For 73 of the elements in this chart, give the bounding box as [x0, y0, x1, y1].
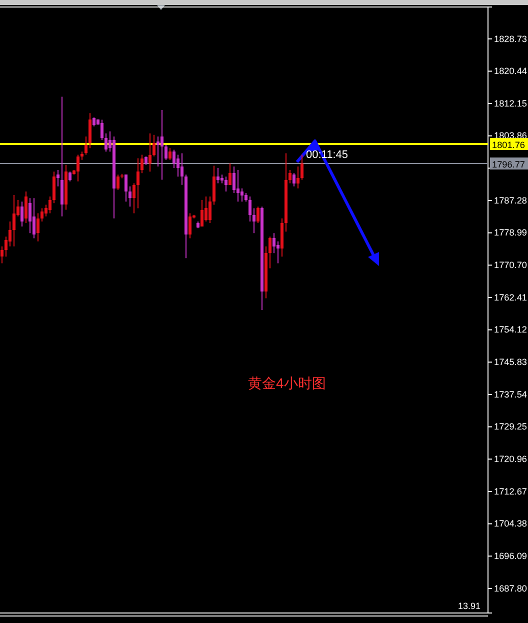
y-tick-label: 1812.15	[494, 98, 527, 108]
candlestick	[116, 174, 120, 190]
candlestick	[208, 196, 212, 224]
candlestick	[168, 148, 172, 160]
candlestick	[232, 166, 236, 194]
y-tick-label: 1787.28	[494, 195, 527, 206]
candlestick	[160, 109, 164, 180]
y-tick-label: 1762.41	[494, 292, 527, 302]
y-tick-label: 1820.44	[494, 66, 527, 76]
candlestick	[136, 158, 140, 209]
candlestick	[140, 154, 144, 174]
candlestick	[300, 154, 304, 180]
candlestick	[152, 134, 156, 157]
candlestick	[248, 196, 252, 222]
candlestick	[224, 176, 228, 192]
candlestick	[12, 194, 16, 247]
candlestick	[104, 132, 108, 152]
candlestick	[276, 240, 280, 264]
candlestick	[132, 182, 136, 214]
candlestick	[164, 144, 168, 160]
candlestick	[68, 171, 72, 182]
y-tick-label: 1729.25	[494, 422, 527, 432]
candlestick	[76, 154, 80, 182]
candlestick	[288, 170, 292, 184]
candlestick	[40, 208, 44, 222]
candlestick	[20, 201, 24, 228]
candlestick	[228, 162, 232, 186]
y-tick-label: 1754.12	[494, 324, 527, 335]
candlestick	[272, 232, 276, 254]
candlestick	[296, 166, 300, 189]
candlestick	[28, 198, 32, 234]
candlestick	[8, 220, 12, 247]
candlestick	[236, 170, 240, 202]
y-tick-label: 1696.09	[494, 550, 527, 561]
y-tick-label: 1712.67	[494, 486, 527, 496]
candlestick	[240, 188, 244, 202]
y-tick-label: 1720.96	[494, 454, 527, 464]
y-tick-label: 1704.38	[494, 518, 527, 529]
y-tick-label: 1745.83	[494, 357, 527, 368]
y-tick-label: 1778.99	[494, 228, 527, 238]
candlestick	[292, 172, 296, 187]
candlestick	[48, 196, 52, 214]
y-tick-label: 1770.70	[494, 260, 527, 270]
candlestick	[100, 119, 104, 140]
annotation: 13.91	[458, 601, 481, 611]
candlestick	[52, 171, 56, 204]
candlestick	[252, 208, 256, 234]
candlestick	[200, 200, 204, 228]
candlestick	[188, 212, 192, 239]
candlestick	[88, 112, 92, 149]
ref-line-label: 1796.77	[492, 159, 525, 170]
candlestick	[32, 198, 36, 239]
candlestick	[0, 246, 4, 264]
candlestick	[36, 212, 40, 242]
candlestick	[156, 136, 160, 167]
ref-line-label: 1801.76	[492, 140, 525, 150]
candlestick	[180, 152, 184, 186]
annotation: 黄金4小时图	[248, 375, 326, 391]
candlestick	[256, 206, 260, 224]
candlestick	[216, 168, 220, 184]
candlestick	[84, 136, 88, 156]
y-tick-label: 1828.73	[494, 34, 527, 44]
candlestick	[172, 149, 176, 169]
candlestick	[24, 190, 28, 224]
candlestick	[44, 204, 48, 217]
y-tick-label: 1687.80	[494, 583, 527, 594]
candlestick	[268, 236, 272, 269]
candlestick	[148, 132, 152, 172]
candlestick	[128, 186, 132, 208]
y-tick-label: 1737.54	[494, 389, 527, 400]
candlestick	[176, 154, 180, 178]
candlestick	[56, 170, 60, 187]
candlestick	[124, 174, 128, 202]
